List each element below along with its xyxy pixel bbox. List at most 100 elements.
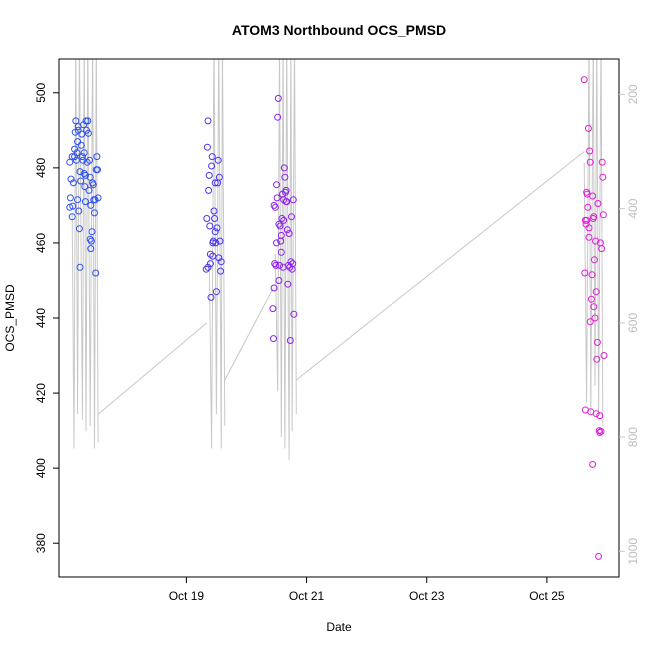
data-point <box>589 460 597 468</box>
data-point <box>71 153 79 161</box>
x-axis: Oct 19 Oct 21 Oct 23 Oct 25 <box>169 577 565 603</box>
data-point <box>593 338 601 346</box>
y-axis-label: OCS_PMSD <box>3 284 17 352</box>
y-tick-label: 480 <box>34 158 48 178</box>
data-point <box>271 203 279 211</box>
x-tick-label: Oct 23 <box>409 589 445 603</box>
data-point <box>592 410 600 418</box>
data-point <box>284 280 292 288</box>
data-point <box>75 225 83 233</box>
data-point <box>84 117 92 125</box>
y-tick-label: 400 <box>34 458 48 478</box>
chart-title: ATOM3 Northbound OCS_PMSD <box>232 22 446 38</box>
data-point <box>596 412 604 420</box>
data-point <box>275 277 283 284</box>
y-tick-label: 440 <box>34 308 48 328</box>
data-point <box>89 181 97 189</box>
data-point <box>66 158 74 166</box>
data-point <box>216 237 224 245</box>
data-point <box>278 215 286 222</box>
data-point <box>72 117 80 125</box>
data-point <box>592 288 600 296</box>
data-point <box>280 164 288 172</box>
data-point <box>270 284 278 292</box>
data-point <box>590 256 598 264</box>
data-point <box>81 183 89 191</box>
data-point <box>94 194 102 202</box>
data-point <box>280 216 288 224</box>
data-point <box>87 237 95 245</box>
data-point <box>86 173 94 181</box>
data-point <box>68 213 76 221</box>
data-point <box>80 170 88 177</box>
data-point <box>274 113 282 121</box>
secondary-series-lines <box>71 59 604 460</box>
data-point <box>590 213 598 221</box>
data-point <box>93 153 101 161</box>
data-point <box>208 153 216 161</box>
data-point <box>288 213 295 221</box>
x-axis-label: Date <box>326 620 352 634</box>
y-tick-label: 460 <box>34 233 48 253</box>
data-point <box>94 166 101 174</box>
data-point <box>597 427 605 435</box>
plot-frame <box>58 58 620 578</box>
data-point <box>92 269 100 277</box>
secondary-trace <box>208 59 226 449</box>
data-point <box>598 158 606 166</box>
data-point <box>276 222 284 230</box>
data-point <box>273 239 280 247</box>
data-point <box>205 186 213 194</box>
data-point <box>69 179 77 187</box>
data-point <box>212 239 220 247</box>
data-point <box>215 254 223 262</box>
data-point <box>214 156 222 164</box>
data-point <box>283 198 291 206</box>
data-point <box>286 337 294 344</box>
data-point <box>86 235 94 243</box>
data-point <box>69 202 77 210</box>
data-point <box>73 149 81 157</box>
data-point <box>595 552 603 560</box>
y2-tick-label: 200 <box>626 84 640 104</box>
data-point <box>281 173 289 181</box>
secondary-link-line <box>224 288 274 381</box>
data-point <box>276 261 283 269</box>
x-tick-label: Oct 21 <box>289 589 325 603</box>
x-tick-label: Oct 19 <box>169 589 205 603</box>
data-point <box>600 352 608 359</box>
data-point <box>81 171 89 179</box>
data-point <box>586 318 594 326</box>
data-point <box>584 203 592 211</box>
data-point <box>599 173 607 181</box>
data-point <box>75 207 83 215</box>
data-point <box>215 173 223 181</box>
data-point <box>202 265 210 273</box>
data-point <box>211 228 219 236</box>
data-point <box>282 186 290 194</box>
data-point <box>67 175 75 183</box>
y2-tick-label: 1000 <box>626 538 640 565</box>
secondary-link-line <box>296 151 585 381</box>
data-point <box>74 196 82 204</box>
data-point <box>585 233 593 241</box>
data-point <box>596 429 604 436</box>
data-point <box>203 215 211 222</box>
data-point <box>588 271 596 279</box>
data-point <box>277 248 285 256</box>
secondary-link-line <box>97 322 208 415</box>
data-point <box>87 201 95 209</box>
data-point <box>272 261 280 269</box>
data-point <box>285 230 293 237</box>
data-point <box>205 171 213 179</box>
data-point <box>270 335 277 343</box>
data-point <box>204 117 212 125</box>
y2-tick-label: 600 <box>626 313 640 333</box>
data-point <box>586 147 594 155</box>
data-point <box>587 295 595 303</box>
data-point <box>208 162 216 170</box>
data-point <box>269 305 277 313</box>
data-point <box>76 263 84 271</box>
data-point <box>594 200 602 207</box>
data-point <box>77 141 85 149</box>
